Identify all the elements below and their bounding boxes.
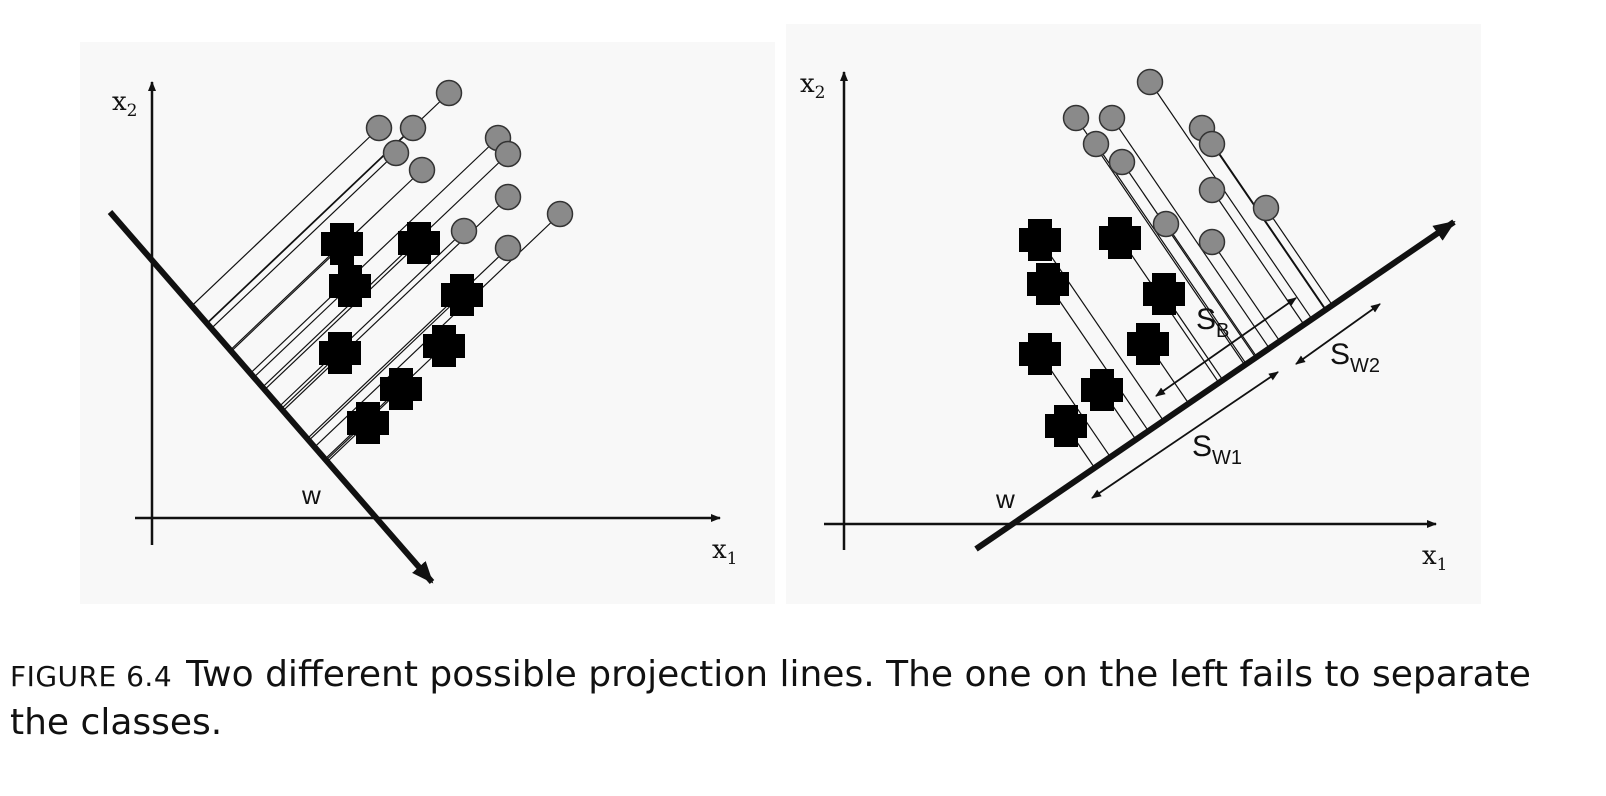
sw2-label: SW2 [1330, 338, 1380, 377]
figure-label: FIGURE 6.4 [10, 660, 173, 693]
projection-ray [306, 247, 509, 440]
black-cross-icon [1027, 263, 1069, 305]
left-plot-panel: x2 x1 w [80, 42, 775, 604]
y-axis-label: x2 [112, 87, 138, 121]
projection-ray [308, 294, 463, 441]
class-a-points [1062, 68, 1280, 256]
grey-circle-icon [1062, 104, 1090, 132]
projection-label-w: w [301, 480, 321, 510]
projection-ray [210, 152, 397, 329]
black-cross-icon [1099, 217, 1141, 259]
black-cross-icon [1019, 219, 1061, 261]
black-cross-icon [398, 222, 440, 264]
black-cross-icon [423, 325, 465, 367]
grey-circle-icon [1082, 130, 1110, 158]
grey-circle-icon [494, 140, 522, 168]
projection-ray [264, 242, 420, 391]
grey-circle-icon [408, 156, 436, 184]
grey-circle-icon [435, 79, 463, 107]
right-projection-diagram: x2 x1 w SB SW1 SW2 [800, 68, 1456, 575]
projection-ray [229, 243, 343, 351]
sw1-label: SW1 [1192, 430, 1242, 469]
grey-circle-icon [365, 114, 393, 142]
right-plot-panel: x2 x1 w SB SW1 SW2 [786, 24, 1481, 604]
black-cross-icon [321, 223, 363, 265]
class-b-points [1019, 217, 1185, 447]
grey-circle-icon [494, 183, 522, 211]
sb-label: SB [1196, 303, 1229, 342]
y-axis-label: x2 [800, 69, 826, 103]
class-a-points [365, 79, 574, 262]
projection-ray [230, 169, 423, 352]
figure-caption: FIGURE 6.4 Two different possible project… [10, 652, 1596, 746]
black-cross-icon [380, 368, 422, 410]
black-cross-icon [1127, 323, 1169, 365]
black-cross-icon [347, 402, 389, 444]
black-cross-icon [1081, 369, 1123, 411]
x-axis-label: x1 [712, 535, 738, 569]
black-cross-icon [441, 274, 483, 316]
grey-circle-icon [1198, 176, 1226, 204]
grey-circle-icon [1098, 104, 1126, 132]
grey-circle-icon [399, 114, 427, 142]
sw1-arrow [1091, 371, 1279, 499]
grey-circle-icon [1252, 194, 1280, 222]
black-cross-icon [1143, 273, 1185, 315]
grey-circle-icon [494, 234, 522, 262]
black-cross-icon [1019, 333, 1061, 375]
projection-ray [278, 230, 465, 407]
figure-caption-text: Two different possible projection lines.… [10, 654, 1531, 743]
class-b-points [319, 222, 483, 444]
projection-ray [253, 285, 351, 378]
grey-circle-icon [546, 200, 574, 228]
projection-ray [191, 127, 380, 307]
sw2-arrow [1295, 303, 1381, 365]
grey-circle-icon [1136, 68, 1164, 96]
projection-line-w [107, 210, 435, 584]
grey-circle-icon [382, 139, 410, 167]
grey-circle-icon [1198, 130, 1226, 158]
projection-ray [206, 127, 414, 325]
projection-ray [1149, 81, 1313, 320]
grey-circle-icon [450, 217, 478, 245]
left-projection-diagram: x2 x1 w [107, 79, 738, 584]
projection-label-w: w [995, 484, 1015, 514]
grey-circle-icon [1152, 210, 1180, 238]
projection-ray [249, 137, 499, 374]
black-cross-icon [329, 265, 371, 307]
grey-circle-icon [1198, 228, 1226, 256]
projection-ray [1265, 207, 1333, 306]
black-cross-icon [319, 332, 361, 374]
grey-circle-icon [1108, 148, 1136, 176]
black-cross-icon [1045, 405, 1087, 447]
projection-ray [324, 345, 445, 460]
projection-ray [1211, 143, 1326, 311]
x-axis-label: x1 [1422, 541, 1448, 575]
projection-ray [262, 153, 509, 388]
